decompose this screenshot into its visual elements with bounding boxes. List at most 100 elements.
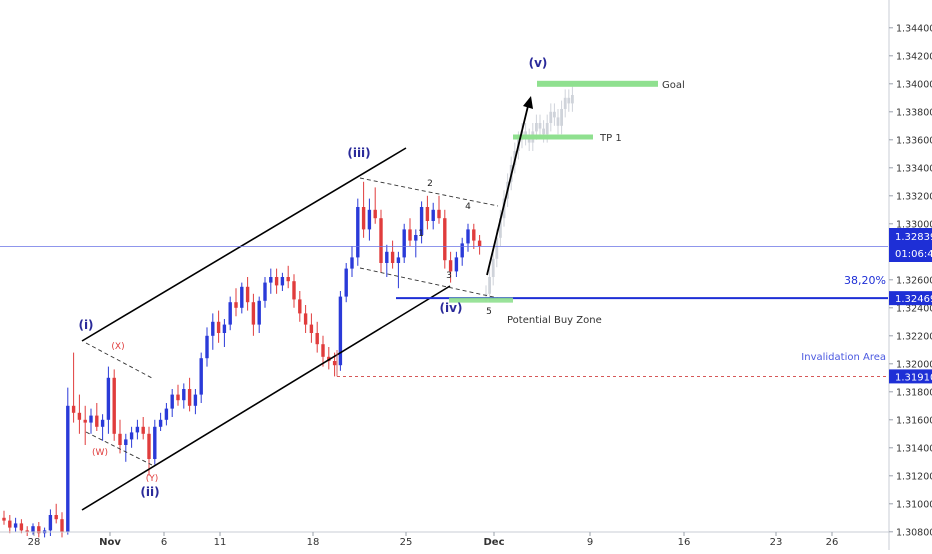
candle-body: [37, 526, 41, 534]
candle-body: [141, 426, 145, 434]
fib-price-tag-box: [889, 291, 932, 306]
time-tick-label: 26: [826, 537, 839, 548]
candle-body: [460, 243, 464, 258]
channel-upper-line: [81, 147, 407, 342]
price-tick-label: 1.31800: [896, 387, 932, 398]
candle-body: [321, 344, 325, 357]
candle-body: [182, 389, 186, 401]
price-axis: 1.30800 1.31000 1.31200 1.31400 1.31600 1.318…: [888, 0, 932, 550]
projection-candle: [556, 117, 560, 126]
projection-candle: [542, 128, 545, 135]
candle-body: [187, 389, 192, 406]
candle-body: [228, 302, 232, 325]
projection-candle: [527, 137, 531, 143]
time-tick-label: 18: [307, 537, 320, 548]
time-tick-label: 23: [770, 537, 783, 548]
drawings-layer: [0, 80, 888, 511]
time-tick-label: 25: [400, 537, 413, 548]
price-tick-label: 1.34400: [896, 23, 932, 34]
current-price-tag-text: 1.32839: [895, 232, 932, 243]
candle-body: [443, 218, 447, 261]
projection-candle: [524, 131, 527, 137]
projection-candle: [549, 111, 553, 123]
time-tick-label: 28: [28, 537, 41, 548]
wedge-upper-dashed: [359, 177, 499, 207]
subwave-label-y: (Y): [146, 474, 159, 484]
projection-candle: [495, 237, 499, 259]
candle-body: [234, 302, 238, 308]
price-tick-label: 1.31400: [896, 443, 932, 454]
candle-body: [431, 209, 435, 221]
candle-body: [286, 277, 290, 282]
candle-body: [19, 523, 24, 531]
price-tick-label: 1.30800: [896, 527, 932, 538]
candle-body: [216, 321, 221, 333]
candle-body: [199, 358, 203, 395]
candle-body: [408, 229, 412, 241]
price-tick-label: 1.33400: [896, 163, 932, 174]
candle-body: [118, 433, 122, 445]
candle-body: [83, 419, 87, 423]
wave-label-i: (i): [78, 318, 93, 332]
candle-body: [454, 257, 459, 272]
subwave-label-1: 1: [418, 229, 424, 239]
candle-body: [135, 426, 140, 433]
candle-body: [373, 209, 377, 219]
candle-body: [13, 523, 18, 528]
candle-body: [396, 257, 401, 263]
candle-body: [211, 321, 215, 336]
candle-body: [379, 218, 383, 263]
subwave-label-4: 4: [465, 202, 471, 212]
candle-body: [448, 260, 453, 272]
candle-body: [77, 412, 82, 420]
candle-body: [245, 286, 250, 303]
price-tick-label: 1.32000: [896, 359, 932, 370]
tp1-label: TP 1: [599, 133, 622, 144]
wedge-lower-dashed: [85, 431, 153, 466]
candle-body: [8, 520, 12, 528]
projection-candle: [535, 123, 538, 132]
price-tick-label: 1.31000: [896, 499, 932, 510]
candle-body: [106, 377, 111, 420]
candle-body: [298, 299, 302, 314]
invalidation-price-tag-box: [889, 369, 932, 384]
candle-body: [472, 229, 476, 241]
candle-body: [344, 268, 348, 297]
buy-zone-box: [449, 297, 513, 303]
candle-body: [124, 439, 128, 445]
candle-body: [89, 415, 93, 423]
candle-body: [31, 526, 35, 532]
time-tick-label: 16: [678, 537, 691, 548]
projection-candle: [567, 97, 571, 104]
candle-body: [263, 282, 267, 301]
candle-body: [390, 251, 395, 263]
candle-body: [222, 324, 227, 333]
price-tick-label: 1.34000: [896, 79, 932, 90]
wave-label-iii: (iii): [347, 146, 370, 160]
candle-body: [309, 324, 314, 333]
candle-body: [292, 281, 296, 300]
candle-body: [385, 251, 389, 263]
time-axis: 28 Nov 6 11 18 25 Dec 9 16 23 26: [0, 531, 889, 548]
wave-label-iv: (iv): [440, 301, 463, 315]
wave-label-v: (v): [529, 56, 548, 70]
projection-candle: [553, 111, 556, 118]
candle-body: [153, 426, 157, 459]
candle-body: [414, 235, 418, 241]
price-tick-label: 1.33200: [896, 191, 932, 202]
candle-body: [402, 229, 406, 258]
candle-body: [315, 333, 319, 345]
price-tick-label: 1.33600: [896, 135, 932, 146]
candle-body: [419, 207, 424, 235]
projection-candle: [488, 277, 491, 294]
candle-body: [257, 300, 261, 325]
invalidation-price-tag-text: 1.31910: [895, 372, 932, 383]
candle-body: [338, 296, 343, 366]
channel-lower-line: [81, 285, 451, 511]
projection-candle: [484, 293, 488, 295]
wave-label-ii: (ii): [140, 485, 159, 499]
price-tick-label: 1.31600: [896, 415, 932, 426]
projection-candle: [538, 123, 542, 129]
price-tick-label: 1.33000: [896, 219, 932, 230]
